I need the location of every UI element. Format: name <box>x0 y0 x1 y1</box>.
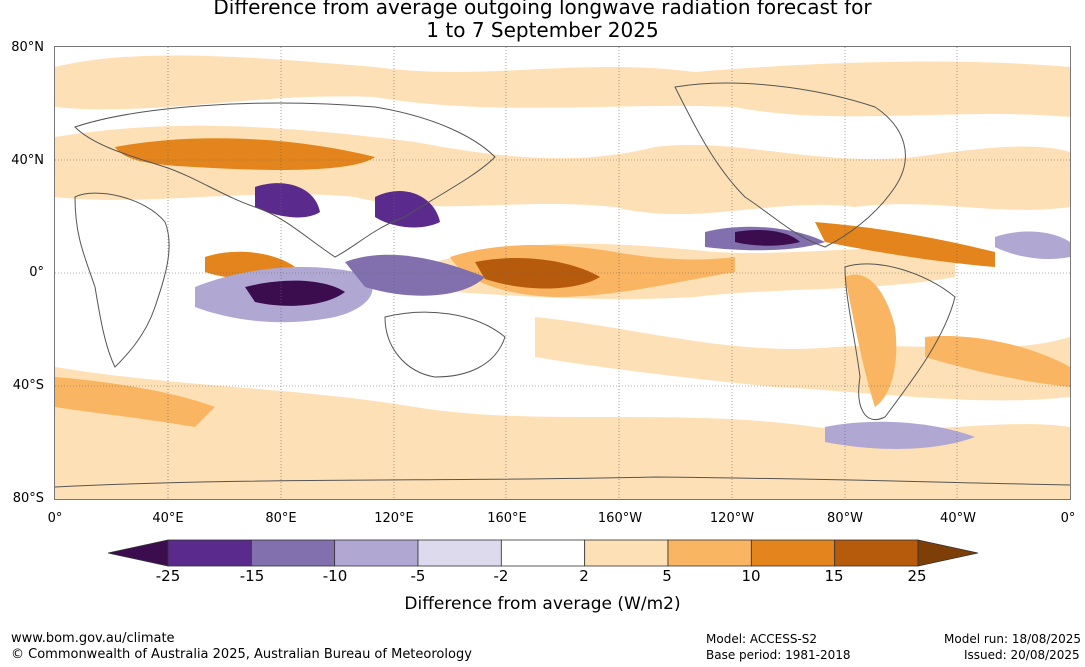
coastline-eurasia <box>74 102 496 258</box>
colorbar-extend-high <box>917 539 978 567</box>
colorbar-segment <box>250 539 336 567</box>
colorbar-tick-label: 5 <box>662 567 672 585</box>
footer-issued: Issued: 20/08/2025 <box>964 648 1080 662</box>
coastlines <box>55 82 1070 488</box>
colorbar-tick-label: 10 <box>741 567 761 585</box>
colorbar-tick-label: 25 <box>907 567 927 585</box>
lon-label-120w: 120°W <box>709 511 755 526</box>
colorbar-segment <box>667 539 752 567</box>
title-line-1: Difference from average outgoing longwav… <box>213 0 872 19</box>
colorbar-segment <box>584 539 669 567</box>
anomaly-area-scs <box>375 191 440 228</box>
colorbar-tick-label: 15 <box>824 567 844 585</box>
colorbar-tick-label: -10 <box>322 567 348 585</box>
graticule <box>55 47 1070 499</box>
anomaly-area-e-pac-band <box>815 222 995 267</box>
lon-label-160e: 160°E <box>487 511 527 526</box>
lat-label-80s: 80°S <box>12 491 44 506</box>
lat-label-40n: 40°N <box>11 153 44 168</box>
map-title: Difference from average outgoing longwav… <box>0 0 1085 42</box>
colorbar-extend-low <box>108 539 169 567</box>
coastline-africa <box>74 192 170 368</box>
coastline-south-america <box>844 263 956 420</box>
lat-label-0: 0° <box>29 265 44 280</box>
footer-website: www.bom.gov.au/climate <box>11 631 175 646</box>
footer-copyright: © Commonwealth of Australia 2025, Austra… <box>11 647 472 662</box>
map-svg <box>55 47 1070 499</box>
ola-anomaly-map <box>54 46 1071 500</box>
colorbar-tick-label: -15 <box>239 567 265 585</box>
lon-label-160w: 160°W <box>597 511 643 526</box>
lon-label-40w: 40°W <box>940 511 976 526</box>
lon-label-80e: 80°E <box>265 511 297 526</box>
colorbar <box>108 539 978 567</box>
lon-label-0-right: 0° <box>1060 511 1076 526</box>
anomaly-area-s-pac-purple <box>825 421 975 449</box>
coastline-antarctica <box>55 476 1070 488</box>
colorbar-tick-label: -2 <box>493 567 509 585</box>
colorbar-tick-label: -25 <box>155 567 181 585</box>
anomaly-area-asia-band <box>115 138 375 170</box>
footer-model: Model: ACCESS-S2 <box>706 632 818 646</box>
colorbar-segment <box>167 539 252 567</box>
colorbar-segment <box>500 539 586 567</box>
lon-label-0-left: 0° <box>47 511 63 526</box>
colorbar-segment <box>834 539 919 567</box>
anomaly-fields <box>55 55 1070 499</box>
anomaly-area-indonesia <box>345 254 485 296</box>
anomaly-area-n-atl-purple <box>995 231 1070 259</box>
lon-label-120e: 120°E <box>374 511 414 526</box>
coastline-north-america <box>674 82 906 248</box>
anomaly-area-s-indian <box>55 377 215 427</box>
anomaly-area-samerica <box>845 274 897 407</box>
colorbar-tick-label: -5 <box>410 567 426 585</box>
anomaly-area-s-pac <box>535 317 1070 401</box>
footer-base-period: Base period: 1981-2018 <box>706 648 851 662</box>
lon-label-40e: 40°E <box>152 511 184 526</box>
anomaly-area-e-pac-core <box>735 230 800 246</box>
lat-label-40s: 40°S <box>12 378 44 393</box>
footer-model-run: Model run: 18/08/2025 <box>944 632 1082 646</box>
anomaly-area-s-highlat <box>55 367 1070 499</box>
colorbar-tick-label: 2 <box>579 567 589 585</box>
colorbar-segment <box>334 539 419 567</box>
anomaly-area-n-high-lat <box>55 55 1070 117</box>
anomaly-area-maritime-core <box>245 280 345 306</box>
colorbar-segment <box>417 539 502 567</box>
colorbar-title: Difference from average (W/m2) <box>404 594 681 614</box>
colorbar-segment <box>750 539 836 567</box>
anomaly-area-bay-bengal <box>255 183 320 218</box>
anomaly-area-s-atl <box>925 336 1070 387</box>
coastline-australia <box>384 311 506 378</box>
anomaly-area-wpac-core <box>475 257 600 289</box>
title-line-2: 1 to 7 September 2025 <box>426 18 659 42</box>
lat-label-80n: 80°N <box>11 40 44 55</box>
lon-label-80w: 80°W <box>827 511 863 526</box>
